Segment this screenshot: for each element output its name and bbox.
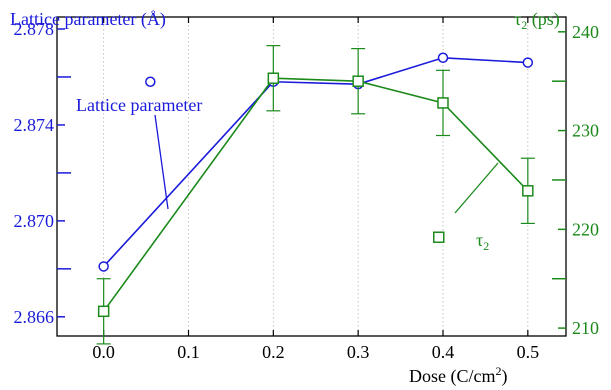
tau2-legend-marker — [433, 231, 445, 243]
x-axis-title: Dose (C/cm2) — [409, 364, 507, 387]
tick-labels: 0.0 0.1 0.2 0.3 0.4 0.5 2.866 2.870 2.874 2.878 21… — [14, 19, 600, 362]
y-right-axis-title: τ2 (ps) — [514, 9, 560, 32]
lattice-point — [437, 52, 449, 64]
y-left-axis-title: Lattice parameter (Å) — [10, 9, 166, 30]
tau2-point — [437, 97, 449, 109]
y-right-tick-label: 220 — [572, 219, 599, 239]
lattice-point — [522, 57, 534, 68]
y-right-tick-label: 230 — [572, 121, 599, 141]
x-tick-label: 0.5 — [517, 342, 540, 362]
grid-lines — [103, 17, 529, 336]
y-left-tick-label: 2.878 — [14, 19, 55, 39]
x-tick-label: 0.2 — [262, 342, 285, 362]
tau2-point — [267, 72, 280, 84]
y-left-tick-label: 2.870 — [14, 211, 55, 231]
lattice-line — [103, 56, 528, 267]
x-tick-label: 0.1 — [177, 342, 200, 362]
y-right-tick-label: 240 — [572, 22, 599, 42]
plot-frame — [56, 16, 567, 337]
lattice-legend-marker — [145, 76, 156, 88]
lattice-annotation-label: Lattice parameter — [76, 95, 202, 115]
x-tick-label: 0.4 — [432, 342, 455, 362]
y-left-tick-label: 2.866 — [14, 307, 55, 327]
tau2-point — [97, 305, 110, 318]
tau2-point — [522, 185, 534, 197]
tau-annotation-pointer — [454, 162, 499, 214]
y-right-tick-label: 210 — [572, 318, 599, 338]
lattice-point — [98, 261, 109, 272]
y-left-tick-label: 2.874 — [14, 115, 55, 135]
series-layer — [96, 45, 535, 345]
x-tick-label: 0.3 — [347, 342, 370, 362]
lattice-annotation-pointer — [154, 114, 169, 210]
tau2-point — [352, 75, 364, 87]
tau-annotation-label: τ2 — [476, 230, 489, 253]
axis-ticks — [57, 17, 566, 336]
x-tick-label: 0.0 — [92, 342, 115, 362]
